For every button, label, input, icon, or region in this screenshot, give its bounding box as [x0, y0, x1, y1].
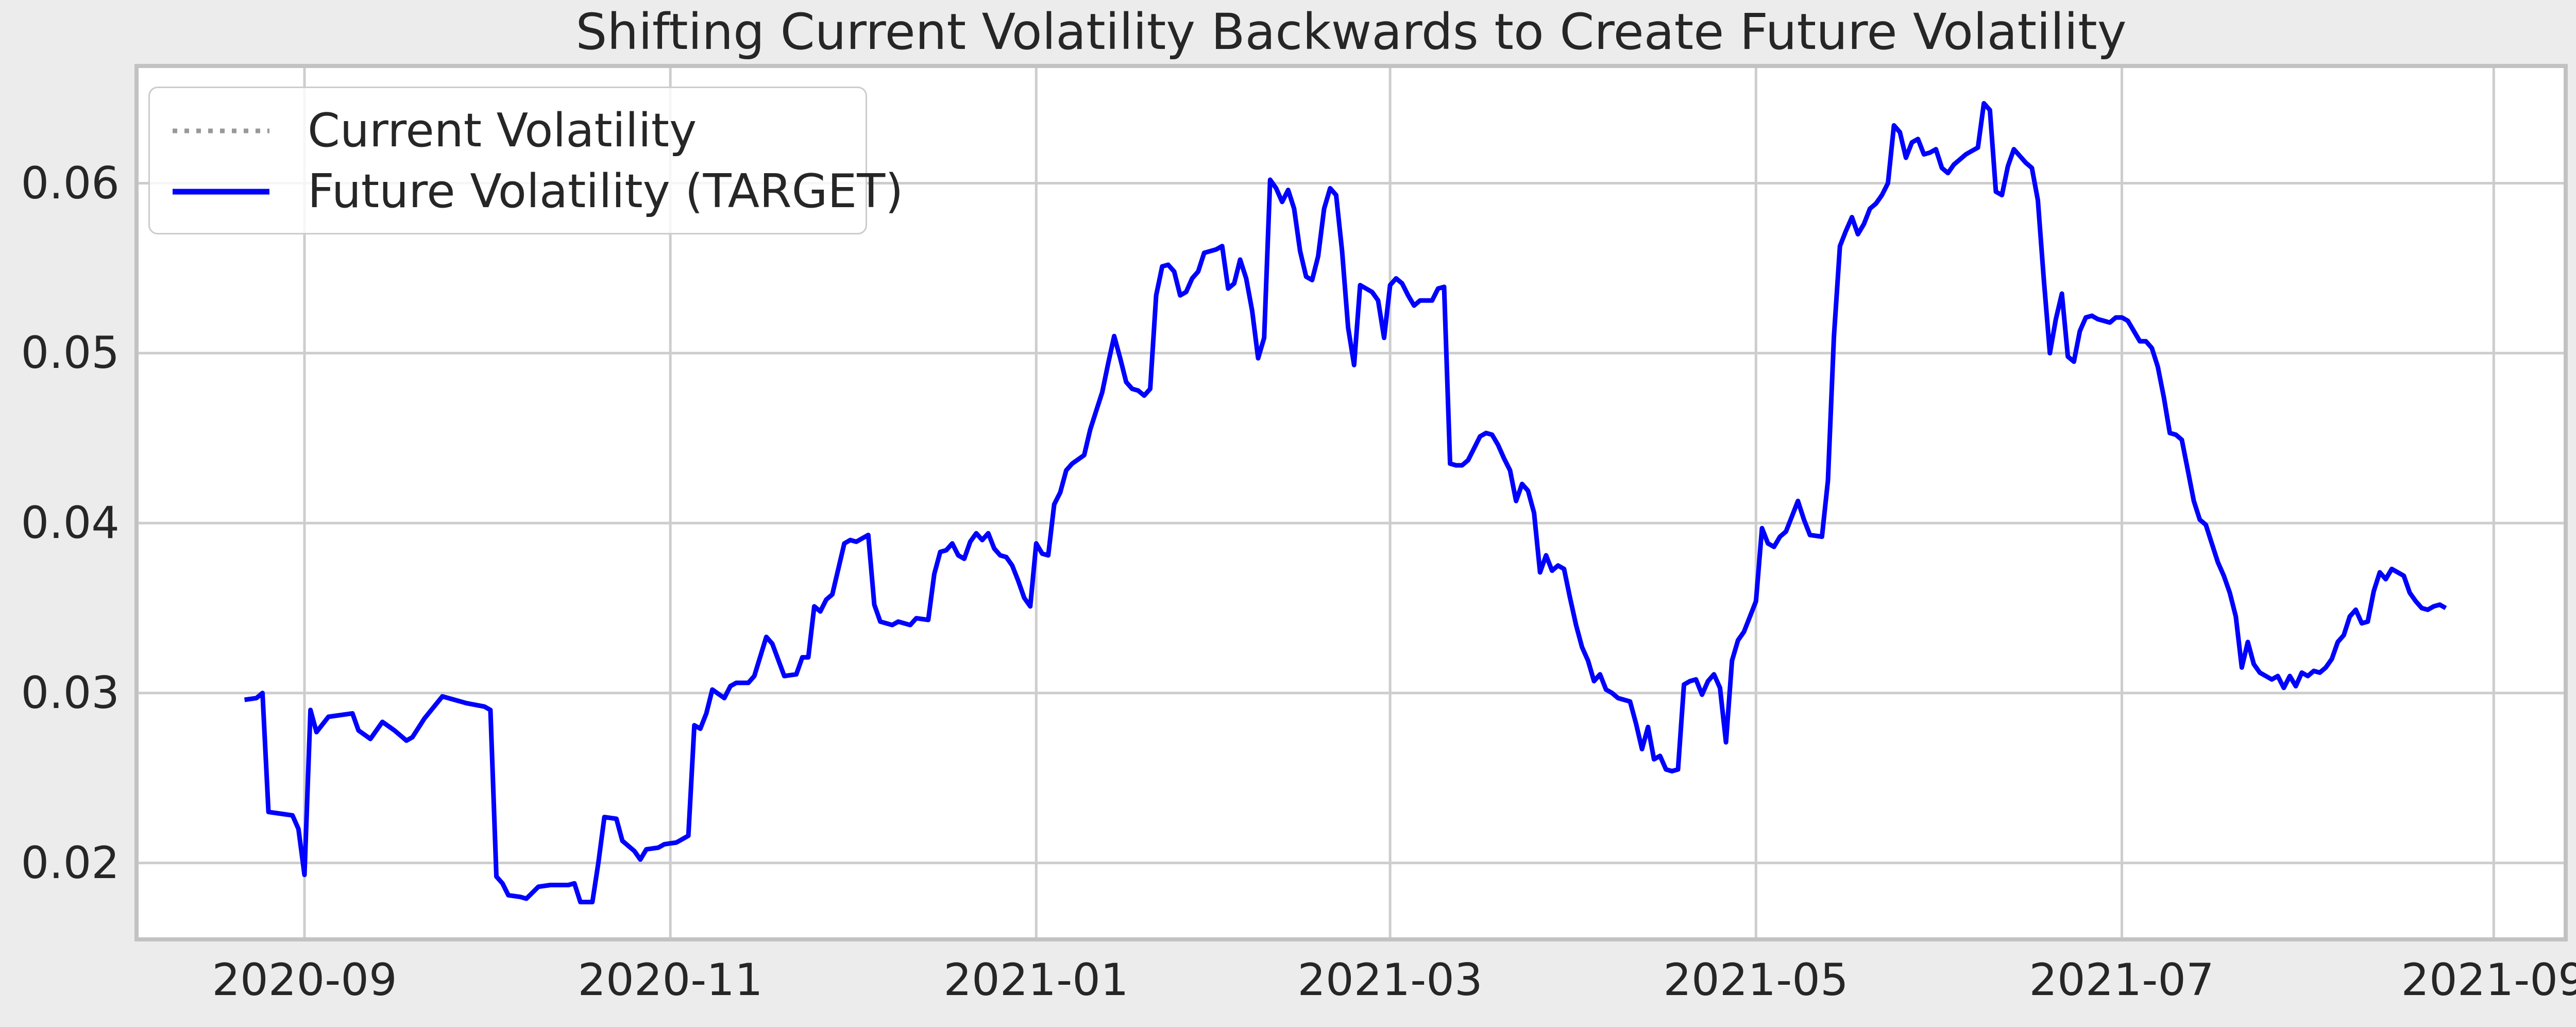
- x-tick-label: 2021-05: [1663, 954, 1849, 1006]
- legend-label-current-volatility: Current Volatility: [308, 104, 697, 158]
- legend-label-future-volatility: Future Volatility (TARGET): [308, 164, 904, 218]
- axes-frame: [134, 64, 2568, 941]
- x-tick-label: 2020-11: [578, 954, 763, 1006]
- legend-entry-future-volatility: Future Volatility (TARGET): [172, 161, 903, 222]
- y-tick-label: 0.04: [21, 497, 120, 549]
- x-tick-label: 2021-03: [1297, 954, 1483, 1006]
- y-tick-label: 0.02: [21, 837, 120, 889]
- legend-entry-current-volatility: Current Volatility: [172, 100, 866, 161]
- solid-line-icon: [173, 189, 269, 195]
- x-tick-label: 2020-09: [212, 954, 397, 1006]
- y-tick-label: 0.06: [21, 158, 120, 209]
- x-tick-label: 2021-07: [2029, 954, 2214, 1006]
- y-tick-label: 0.03: [21, 667, 120, 719]
- x-tick-label: 2021-09: [2401, 954, 2576, 1006]
- x-tick-label: 2021-01: [943, 954, 1129, 1006]
- dotted-line-icon: [173, 128, 269, 133]
- chart-title: Shifting Current Volatility Backwards to…: [575, 3, 2127, 61]
- legend: Current Volatility Future Volatility (TA…: [148, 87, 903, 234]
- y-tick-label: 0.05: [21, 327, 120, 379]
- series-line-future-volatility-target-: [244, 101, 2447, 904]
